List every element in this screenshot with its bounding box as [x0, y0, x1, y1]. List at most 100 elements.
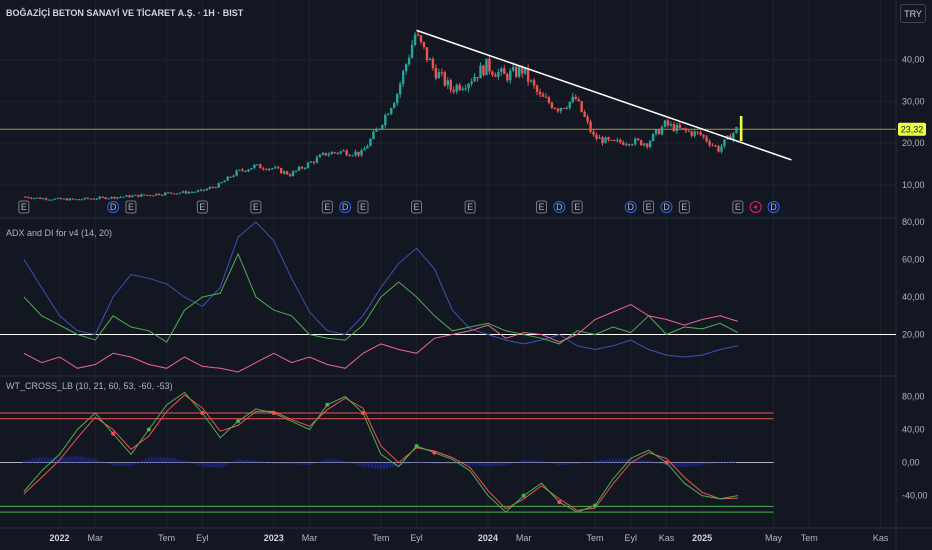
wt-hist-bar: [115, 462, 118, 466]
candle-body: [193, 191, 197, 193]
earnings-marker: [411, 200, 423, 214]
dividend-marker: [767, 201, 780, 213]
candle-body: [65, 198, 69, 201]
wt-hist-bar: [710, 462, 713, 464]
candle-body: [137, 194, 140, 197]
wt-hist-bar: [100, 461, 103, 463]
adx-pane[interactable]: ADX and DI for v4 (14, 20) 20,00 40,00 60,…: [0, 217, 925, 373]
wt-hist-bar: [222, 462, 225, 467]
candle-body: [354, 151, 357, 156]
time-axis-label: Tem: [587, 533, 604, 543]
wt-hist-bar: [683, 462, 686, 468]
candle-body: [642, 143, 646, 146]
adx-line-diplus: [23, 252, 739, 345]
candle-body: [598, 137, 601, 139]
candle-body: [259, 164, 262, 169]
wt-hist-bar: [141, 460, 145, 463]
candle-body: [470, 81, 473, 84]
lightning-icon: [753, 203, 758, 211]
candle-body: [119, 196, 122, 198]
wt-hist-bar: [219, 462, 222, 468]
wt-hist-bar: [263, 462, 267, 463]
wt-hist-bar: [174, 458, 177, 463]
earnings-marker-label: E: [574, 202, 580, 212]
earnings-marker-label: E: [538, 202, 544, 212]
wt-hist-bar: [317, 461, 320, 463]
last-price-badge: 23,32: [898, 122, 926, 136]
candle-body: [155, 193, 158, 196]
candle-body: [419, 35, 423, 42]
candle-body: [559, 107, 563, 112]
candle-body: [158, 193, 161, 196]
candle-body: [202, 189, 206, 191]
wt-hist-bar: [674, 462, 677, 467]
wt-hist-bar: [647, 460, 650, 463]
candle-body: [330, 152, 333, 155]
wt-hist-bar: [528, 460, 531, 463]
wt-hist-bar: [350, 462, 353, 464]
candle-body: [71, 198, 75, 200]
candle-body: [648, 141, 652, 147]
dividend-marker: [339, 201, 352, 213]
candle-body: [571, 96, 574, 102]
earnings-marker: [357, 200, 369, 214]
earnings-marker-label: E: [735, 202, 741, 212]
candle-body: [586, 116, 589, 122]
wt-cross-pane[interactable]: WT_CROSS_LB (10, 21, 60, 53, -60, -53) -…: [0, 381, 928, 513]
wt-hist-bar: [605, 459, 609, 463]
candle-body: [33, 197, 36, 199]
wt-hist-bar: [43, 457, 46, 463]
candle-body: [440, 72, 444, 74]
candle-body: [422, 41, 426, 48]
wt-hist-bar: [31, 458, 34, 463]
wt-hist-bar: [293, 462, 296, 465]
wt-hist-bar: [388, 462, 391, 468]
candle-body: [232, 175, 235, 178]
wt-hist-bar: [579, 462, 582, 464]
candle-body: [315, 157, 319, 163]
wt-hist-bar: [489, 462, 493, 467]
dividend-marker-label: D: [110, 202, 117, 212]
candle-body: [601, 137, 604, 144]
candle-body: [24, 196, 27, 198]
trendline-drawing[interactable]: [416, 29, 792, 161]
candle-body: [663, 120, 667, 127]
wt-hist-bar: [719, 462, 722, 464]
wt-hist-bar: [662, 462, 665, 465]
candle-body: [214, 187, 217, 189]
candle-body: [324, 152, 328, 156]
wt-hist-bar: [677, 462, 680, 467]
candle-body: [178, 192, 182, 194]
wt-hist-bar: [37, 457, 40, 463]
earnings-marker: [678, 200, 690, 214]
wt-hist-bar: [448, 462, 451, 464]
candle-body: [574, 96, 577, 100]
candle-body: [595, 134, 598, 139]
time-axis[interactable]: 2022 Mar Tem Eyl 2023 Mar Tem Eyl 2024 Mar Tem Eyl K…: [50, 533, 889, 543]
price-pane[interactable]: BOĞAZİÇİ BETON SANAYİ VE TİCARET A.Ş. · …: [0, 7, 926, 214]
currency-button[interactable]: TRY: [900, 4, 926, 23]
candle-body: [702, 134, 705, 137]
candle-body: [476, 77, 479, 79]
time-axis-label: Eyl: [624, 533, 637, 543]
candle-body: [247, 169, 250, 172]
candle-body: [690, 131, 693, 136]
wt-hist-bar: [147, 457, 150, 463]
wt-hist-bar: [614, 458, 618, 463]
candle-body: [544, 96, 548, 98]
candle-body: [580, 101, 583, 112]
wt-hist-bar: [109, 462, 112, 465]
candle-body: [345, 150, 348, 156]
candle-body: [568, 101, 571, 108]
candle-body: [449, 80, 452, 90]
candle-body: [47, 199, 51, 201]
wt-hist-bar: [153, 457, 156, 463]
candle-body: [44, 198, 48, 200]
wt-histogram: [22, 455, 737, 470]
wt-hist-bar: [299, 462, 302, 465]
candle-body: [628, 144, 631, 146]
candle-body: [53, 198, 57, 200]
wt-hist-bar: [198, 462, 201, 466]
